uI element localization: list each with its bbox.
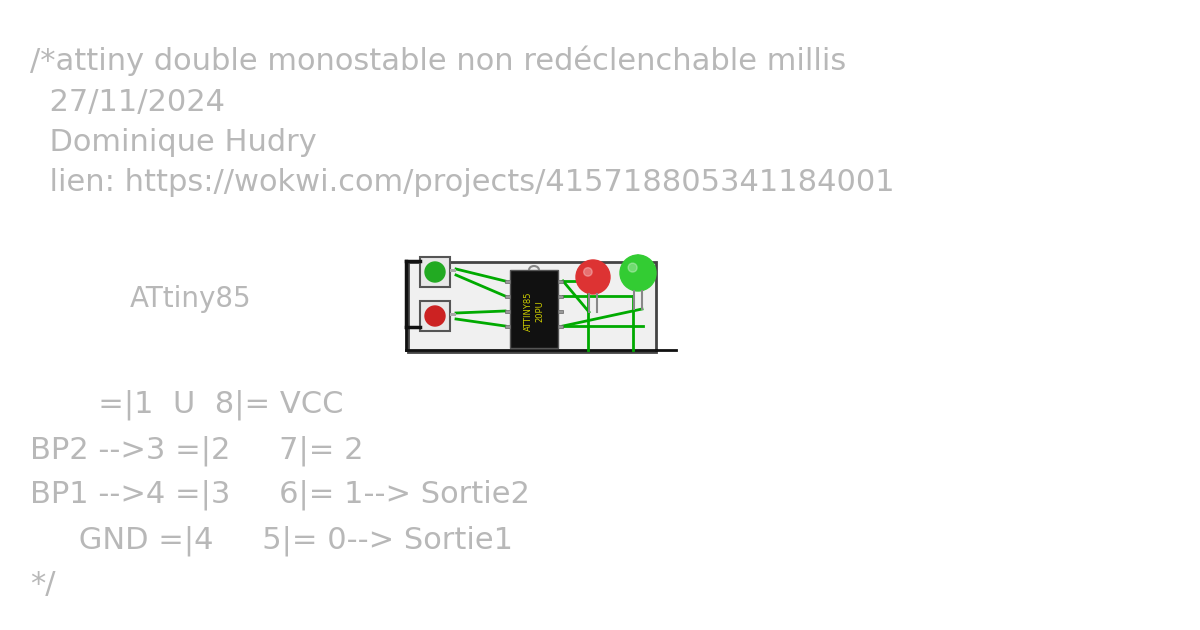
Bar bbox=[505, 280, 510, 283]
Text: BP1 -->4 =|3     6|= 1--> Sortie2: BP1 -->4 =|3 6|= 1--> Sortie2 bbox=[30, 480, 530, 510]
Bar bbox=[420, 301, 450, 331]
Bar bbox=[505, 325, 510, 328]
Bar bbox=[510, 270, 558, 348]
Text: BP2 -->3 =|2     7|= 2: BP2 -->3 =|2 7|= 2 bbox=[30, 435, 364, 466]
Circle shape bbox=[576, 260, 610, 294]
Bar bbox=[558, 325, 563, 328]
Polygon shape bbox=[584, 260, 601, 266]
Text: Dominique Hudry: Dominique Hudry bbox=[30, 128, 317, 157]
Bar bbox=[558, 295, 563, 298]
Circle shape bbox=[425, 262, 445, 282]
Circle shape bbox=[628, 263, 637, 272]
Text: lien: https://wokwi.com/projects/415718805341184001: lien: https://wokwi.com/projects/4157188… bbox=[30, 168, 895, 197]
Circle shape bbox=[620, 255, 656, 291]
Text: /*attiny double monostable non redéclenchable millis: /*attiny double monostable non redéclenc… bbox=[30, 45, 846, 76]
Circle shape bbox=[583, 268, 592, 276]
Bar bbox=[505, 295, 510, 298]
Bar bbox=[558, 310, 563, 313]
Circle shape bbox=[425, 306, 445, 326]
Text: ATTINY85
20PU: ATTINY85 20PU bbox=[523, 291, 545, 331]
Bar bbox=[450, 313, 456, 316]
Bar bbox=[450, 269, 456, 272]
Polygon shape bbox=[629, 255, 647, 262]
Text: GND =|4     5|= 0--> Sortie1: GND =|4 5|= 0--> Sortie1 bbox=[30, 525, 514, 556]
Text: 27/11/2024: 27/11/2024 bbox=[30, 88, 226, 117]
Text: ATtiny85: ATtiny85 bbox=[130, 285, 252, 313]
Bar bbox=[558, 280, 563, 283]
Bar bbox=[408, 262, 656, 352]
Bar bbox=[420, 257, 450, 287]
Bar bbox=[505, 310, 510, 313]
Text: */: */ bbox=[30, 570, 55, 599]
Text: =|1  U  8|= VCC: =|1 U 8|= VCC bbox=[30, 390, 343, 420]
